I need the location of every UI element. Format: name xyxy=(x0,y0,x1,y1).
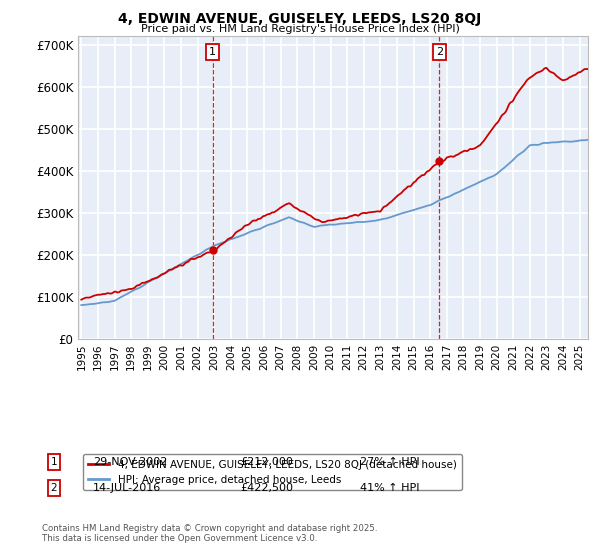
Text: 2: 2 xyxy=(50,483,58,493)
Text: 29-NOV-2002: 29-NOV-2002 xyxy=(93,457,167,467)
Legend: 4, EDWIN AVENUE, GUISELEY, LEEDS, LS20 8QJ (detached house), HPI: Average price,: 4, EDWIN AVENUE, GUISELEY, LEEDS, LS20 8… xyxy=(83,454,461,490)
Text: £212,000: £212,000 xyxy=(240,457,293,467)
Text: 41% ↑ HPI: 41% ↑ HPI xyxy=(360,483,419,493)
Text: 27% ↑ HPI: 27% ↑ HPI xyxy=(360,457,419,467)
Text: 1: 1 xyxy=(209,47,216,57)
Text: Price paid vs. HM Land Registry's House Price Index (HPI): Price paid vs. HM Land Registry's House … xyxy=(140,24,460,34)
Text: 2: 2 xyxy=(436,47,443,57)
Text: 14-JUL-2016: 14-JUL-2016 xyxy=(93,483,161,493)
Text: £422,500: £422,500 xyxy=(240,483,293,493)
Text: Contains HM Land Registry data © Crown copyright and database right 2025.
This d: Contains HM Land Registry data © Crown c… xyxy=(42,524,377,543)
Text: 4, EDWIN AVENUE, GUISELEY, LEEDS, LS20 8QJ: 4, EDWIN AVENUE, GUISELEY, LEEDS, LS20 8… xyxy=(118,12,482,26)
Text: 1: 1 xyxy=(50,457,58,467)
